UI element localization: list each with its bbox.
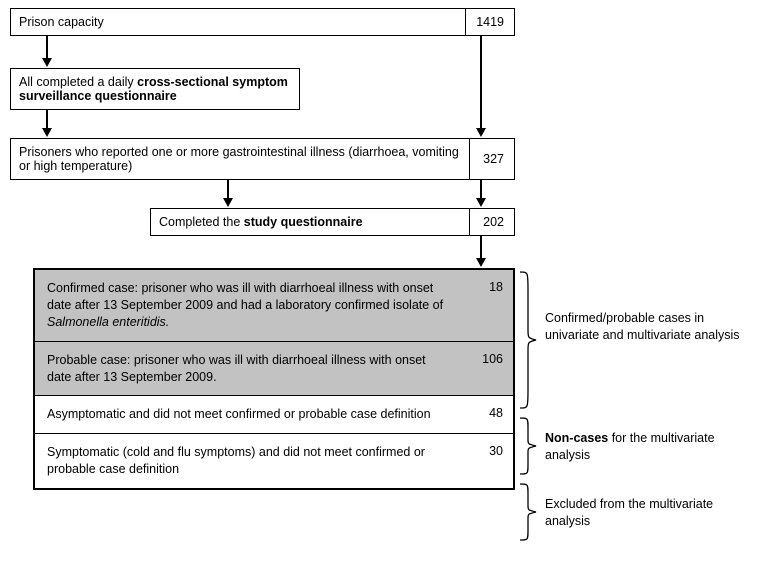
node-label: All completed a daily cross-sectional sy… [11, 71, 299, 107]
text-part: Confirmed case: prisoner who was ill wit… [47, 281, 443, 312]
side-label-excluded: Excluded from the multivariate analysis [545, 496, 750, 530]
row-asymptomatic: Asymptomatic and did not meet confirmed … [35, 396, 513, 434]
text-part: Completed the [159, 215, 244, 229]
row-value: 106 [463, 342, 513, 396]
brace-non-cases [518, 416, 538, 476]
arrow [480, 236, 482, 260]
arrow-head [476, 128, 486, 137]
case-definition-box: Confirmed case: prisoner who was ill wit… [33, 268, 515, 490]
row-label: Asymptomatic and did not meet confirmed … [35, 396, 463, 433]
text-italic: Salmonella enteritidis. [47, 315, 169, 329]
node-value: 202 [469, 209, 514, 235]
node-value: 327 [469, 139, 514, 179]
row-probable-case: Probable case: prisoner who was ill with… [35, 342, 513, 397]
arrow [480, 180, 482, 200]
node-study-questionnaire: Completed the study questionnaire 202 [150, 208, 515, 236]
node-label: Prisoners who reported one or more gastr… [11, 141, 469, 177]
arrow [46, 36, 48, 60]
arrow [227, 180, 229, 200]
node-reported-illness: Prisoners who reported one or more gastr… [10, 138, 515, 180]
row-symptomatic-excluded: Symptomatic (cold and flu symptoms) and … [35, 434, 513, 488]
node-value: 1419 [465, 9, 514, 35]
arrow [46, 110, 48, 130]
arrow-head [476, 258, 486, 267]
row-confirmed-case: Confirmed case: prisoner who was ill wit… [35, 270, 513, 342]
row-value: 18 [463, 270, 513, 341]
row-label: Confirmed case: prisoner who was ill wit… [35, 270, 463, 341]
text-part: All completed a daily [19, 75, 137, 89]
text-bold: Non-cases [545, 431, 608, 445]
arrow-head [476, 198, 486, 207]
node-surveillance-questionnaire: All completed a daily cross-sectional sy… [10, 68, 300, 110]
row-label: Probable case: prisoner who was ill with… [35, 342, 463, 396]
row-value: 48 [463, 396, 513, 433]
row-value: 30 [463, 434, 513, 488]
node-prison-capacity: Prison capacity 1419 [10, 8, 515, 36]
text-bold: study questionnaire [244, 215, 363, 229]
side-label-non-cases: Non-cases for the multivariate analysis [545, 430, 750, 464]
brace-confirmed-probable [518, 270, 538, 410]
row-label: Symptomatic (cold and flu symptoms) and … [35, 434, 463, 488]
arrow-head [223, 198, 233, 207]
arrow [480, 36, 482, 130]
node-label: Prison capacity [11, 11, 465, 33]
arrow-head [42, 58, 52, 67]
side-label-cases: Confirmed/probable cases in univariate a… [545, 310, 750, 344]
arrow-head [42, 128, 52, 137]
brace-excluded [518, 482, 538, 542]
node-label: Completed the study questionnaire [151, 211, 469, 233]
